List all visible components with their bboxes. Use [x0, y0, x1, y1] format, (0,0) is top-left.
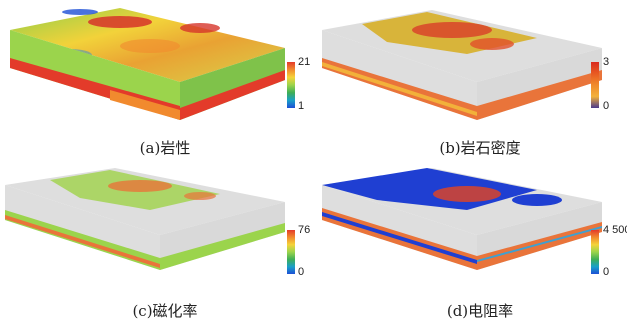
colorbar-c: [287, 230, 295, 274]
colorbar-a: [287, 62, 295, 108]
colorbar-d-min: 0: [603, 266, 610, 278]
caption-a: (a)岩性: [139, 139, 191, 157]
colorbar-c-min: 0: [298, 266, 305, 278]
colorbar-b: [591, 62, 599, 108]
panel-d: 4 500 0: [317, 160, 627, 290]
colorbar-b-min: 0: [603, 100, 610, 112]
colorbar-d-max: 4 500: [603, 224, 627, 236]
caption-c: (c)磁化率: [132, 302, 198, 320]
colorbar-b-max: 3: [603, 56, 610, 68]
colorbar-a-min: 1: [298, 100, 305, 112]
resistivity-3d-model: [322, 168, 602, 270]
panel-b: 3 0: [317, 0, 627, 160]
rock-density-3d-model: [322, 10, 602, 120]
magnetic-susceptibility-3d-model: [5, 168, 285, 270]
colorbar-a-max: 21: [298, 56, 311, 68]
lithology-3d-model: [10, 8, 285, 120]
panel-a: 21 1: [0, 0, 310, 160]
panel-c: 76 0: [0, 160, 310, 290]
colorbar-c-max: 76: [298, 224, 311, 236]
caption-b: (b)岩石密度: [439, 139, 521, 157]
colorbar-d: [591, 230, 599, 274]
caption-d: (d)电阻率: [446, 302, 514, 320]
